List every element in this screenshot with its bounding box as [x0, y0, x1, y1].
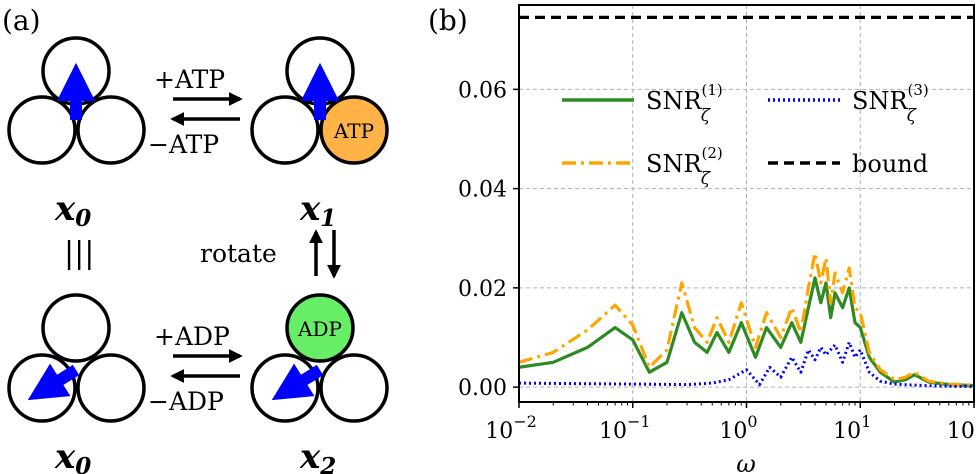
motor-state-x0-bottom	[7, 293, 146, 423]
state-label-x0-bottom: x0	[54, 437, 91, 474]
x-axis-label: ω	[736, 450, 756, 474]
rotor-arrow-icon	[27, 363, 80, 401]
atp-backward-label: −ATP	[148, 130, 219, 159]
rotor-arrow-icon	[271, 363, 324, 401]
equivalence-symbol: |||	[64, 236, 94, 271]
atp-forward-label: +ATP	[154, 65, 225, 94]
atp-label: ATP	[333, 119, 374, 143]
legend: SNR(1) ζ SNR(3) ζ SNR(2) ζ bound	[562, 81, 929, 189]
motor-state-x2	[250, 293, 389, 423]
subunit-circle	[76, 95, 146, 165]
subunit-circle	[76, 353, 146, 423]
series-line-1	[519, 276, 974, 388]
subunit-circle	[250, 95, 320, 165]
legend-label: SNR(3) ζ	[852, 81, 929, 126]
x-tick-label: 100	[719, 412, 757, 444]
state-label-x1: x1	[299, 189, 336, 232]
motor-state-x1	[250, 36, 389, 165]
axis-ticks: 10−2 10−1 100 101 102 0.00 0.02 0.04 0.06	[458, 78, 976, 444]
legend-label: SNR(2) ζ	[646, 144, 723, 189]
adp-bound-subunit	[285, 293, 355, 363]
panel-a-diagram: (a) ATP x0 x1 +ATP −ATP ||| rotate	[2, 4, 389, 474]
y-tick-label: 0.06	[458, 78, 507, 103]
adp-forward-label: +ADP	[154, 322, 230, 351]
snr-chart: 10−2 10−1 100 101 102 0.00 0.02 0.04 0.06 ω SNR(…	[458, 4, 976, 474]
series-line-3	[519, 340, 974, 389]
adp-backward-label: −ADP	[148, 387, 224, 416]
subunit-circle	[319, 353, 389, 423]
panel-a-label: (a)	[2, 4, 41, 37]
rotate-label: rotate	[200, 239, 277, 268]
y-tick-label: 0.02	[458, 277, 507, 302]
panel-b-label: (b)	[428, 4, 468, 37]
atp-bound-subunit	[319, 95, 389, 165]
x-tick-label: 102	[947, 412, 976, 444]
y-tick-label: 0.04	[458, 178, 507, 203]
series-layer	[519, 15, 974, 389]
subunit-circle	[41, 293, 111, 363]
x-tick-label: 101	[833, 412, 871, 444]
grid	[518, 5, 975, 402]
x-tick-label: 10−2	[485, 412, 537, 444]
subunit-circle	[7, 353, 77, 423]
subunit-circle	[250, 353, 320, 423]
y-tick-label: 0.00	[458, 376, 507, 401]
legend-label: bound	[852, 150, 928, 178]
series-line-2	[519, 251, 974, 387]
adp-label: ADP	[297, 317, 342, 341]
legend-label: SNR(1) ζ	[646, 81, 723, 126]
state-label-x0-top: x0	[54, 189, 91, 232]
state-label-x2: x2	[299, 437, 336, 474]
x-tick-label: 10−1	[599, 412, 651, 444]
subunit-circle	[7, 95, 77, 165]
